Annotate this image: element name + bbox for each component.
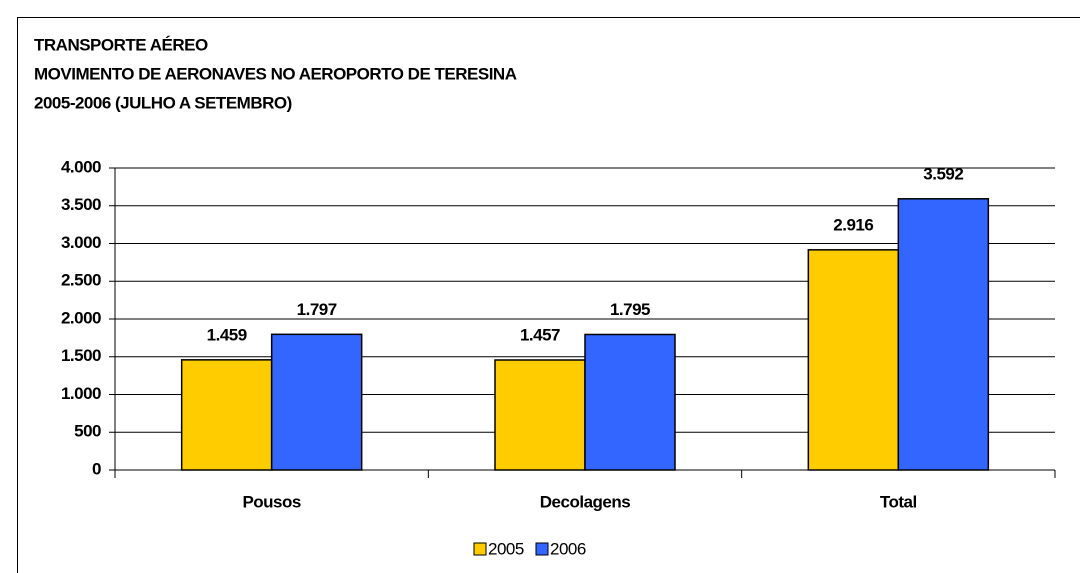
y-tick-label: 500 xyxy=(74,422,101,441)
x-tick-label: Total xyxy=(880,492,917,511)
bar xyxy=(807,249,900,471)
bar xyxy=(584,333,676,471)
legend-label: 2006 xyxy=(550,539,586,558)
x-tick-label: Decolagens xyxy=(540,492,630,511)
value-label: 1.795 xyxy=(610,300,650,319)
chart-title: MOVIMENTO DE AERONAVES NO AEROPORTO DE T… xyxy=(34,64,517,83)
chart-title: TRANSPORTE AÉREO xyxy=(34,35,208,54)
y-tick-label: 4.000 xyxy=(61,157,101,176)
value-label: 2.916 xyxy=(833,215,873,234)
legend-swatch xyxy=(473,542,487,556)
value-label: 3.592 xyxy=(923,164,963,183)
y-tick-label: 1.000 xyxy=(61,384,101,403)
bar xyxy=(270,333,363,471)
y-tick-label: 0 xyxy=(92,459,101,478)
bar xyxy=(494,359,586,471)
y-tick-label: 2.000 xyxy=(61,308,101,327)
x-tick-label: Pousos xyxy=(242,492,300,511)
value-label: 1.457 xyxy=(520,325,560,344)
bar xyxy=(897,198,990,471)
y-tick-label: 3.000 xyxy=(61,233,101,252)
y-tick-label: 2.500 xyxy=(61,271,101,290)
chart-frame xyxy=(17,17,1080,573)
legend-label: 2005 xyxy=(488,539,524,558)
value-label: 1.459 xyxy=(207,325,247,344)
value-label: 1.797 xyxy=(297,300,337,319)
y-tick-label: 1.500 xyxy=(61,346,101,365)
chart-title: 2005-2006 (JULHO A SETEMBRO) xyxy=(34,93,292,112)
y-tick-label: 3.500 xyxy=(61,195,101,214)
bar xyxy=(180,359,273,471)
legend-swatch xyxy=(535,542,549,556)
